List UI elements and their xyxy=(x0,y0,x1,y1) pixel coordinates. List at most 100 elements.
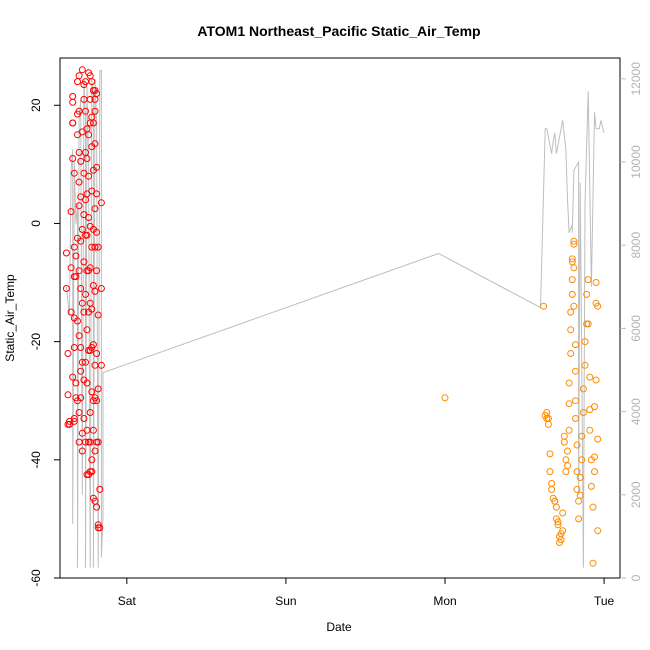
data-point xyxy=(67,208,75,216)
data-point xyxy=(570,240,578,248)
data-point xyxy=(560,438,568,446)
data-point xyxy=(96,524,104,532)
data-point xyxy=(594,302,602,310)
data-point xyxy=(589,503,597,511)
data-point xyxy=(83,379,91,387)
data-point xyxy=(565,400,573,408)
data-point xyxy=(85,214,93,221)
data-point xyxy=(78,447,86,455)
right-y-tick-label: 12000 xyxy=(629,62,643,96)
left-y-axis: 20 0 -20 -40 -60 xyxy=(29,98,60,587)
data-point xyxy=(72,379,80,387)
data-point xyxy=(581,338,589,346)
data-point xyxy=(573,468,581,476)
left-y-tick-label: 20 xyxy=(29,98,43,112)
data-point xyxy=(586,373,594,381)
data-point xyxy=(581,361,589,369)
data-point xyxy=(93,190,101,198)
data-point xyxy=(548,485,556,493)
left-y-tick-label: 0 xyxy=(29,220,43,227)
data-point xyxy=(75,332,83,340)
data-point xyxy=(62,249,70,257)
data-point xyxy=(91,243,99,251)
data-point xyxy=(565,426,573,434)
data-point xyxy=(568,290,576,298)
y-axis-label: Static_Air_Temp xyxy=(3,274,17,362)
data-point xyxy=(94,243,102,251)
data-point xyxy=(80,415,88,422)
data-point xyxy=(78,225,86,233)
data-point xyxy=(86,95,94,103)
data-point xyxy=(94,385,102,393)
data-point xyxy=(97,285,105,292)
data-point xyxy=(589,559,597,567)
data-point xyxy=(591,403,598,411)
data-point xyxy=(85,131,93,139)
data-point xyxy=(70,415,78,422)
x-tick-label: Mon xyxy=(433,594,456,608)
data-point xyxy=(559,527,567,535)
data-point xyxy=(91,140,99,148)
data-point xyxy=(576,491,584,499)
data-point xyxy=(579,385,587,393)
data-point xyxy=(74,78,81,86)
data-point xyxy=(82,290,89,298)
data-point xyxy=(568,276,576,284)
data-point xyxy=(69,98,77,106)
data-point xyxy=(562,456,570,464)
data-point xyxy=(554,521,562,529)
data-point xyxy=(441,394,449,402)
data-point xyxy=(591,453,598,461)
data-point xyxy=(91,205,99,213)
x-tick-label: Sat xyxy=(118,594,137,608)
data-point xyxy=(96,485,104,493)
data-point xyxy=(93,228,101,236)
x-axis: Sat Sun Mon Tue xyxy=(118,578,615,608)
data-point xyxy=(77,394,85,402)
data-point xyxy=(77,367,85,375)
data-point xyxy=(93,350,101,357)
data-point xyxy=(567,308,575,316)
data-point xyxy=(544,420,552,428)
data-point xyxy=(64,391,72,399)
data-point xyxy=(572,341,579,349)
data-point xyxy=(579,409,587,416)
data-point xyxy=(583,290,591,298)
altitude-line-series xyxy=(65,70,605,568)
x-axis-label: Date xyxy=(326,620,352,634)
data-point xyxy=(80,258,88,266)
data-point xyxy=(85,172,93,180)
data-point xyxy=(75,267,83,275)
data-point xyxy=(88,456,96,464)
data-point xyxy=(546,450,554,458)
left-y-tick-label: -20 xyxy=(29,333,43,351)
data-point xyxy=(88,388,96,396)
data-point xyxy=(94,438,102,446)
right-y-axis: 0 2000 4000 6000 8000 10000 12000 xyxy=(620,62,643,581)
data-point xyxy=(62,285,70,292)
data-point xyxy=(93,397,101,405)
data-point xyxy=(572,397,579,405)
data-point xyxy=(587,482,595,490)
data-point xyxy=(592,279,600,286)
data-point xyxy=(93,503,101,511)
data-point xyxy=(77,285,85,292)
right-y-tick-label: 0 xyxy=(629,574,643,581)
data-point xyxy=(548,480,556,487)
x-tick-label: Tue xyxy=(594,594,615,608)
data-point xyxy=(584,276,592,284)
data-point xyxy=(560,432,568,440)
data-point xyxy=(546,468,554,476)
data-point xyxy=(93,163,101,171)
data-point xyxy=(78,299,86,307)
data-point xyxy=(75,72,83,80)
data-point xyxy=(78,358,86,366)
data-point xyxy=(89,426,97,434)
data-point xyxy=(573,441,581,449)
data-point xyxy=(77,157,85,165)
data-point xyxy=(567,350,575,357)
data-point xyxy=(564,447,571,455)
data-point xyxy=(591,468,598,476)
data-point xyxy=(70,169,78,177)
